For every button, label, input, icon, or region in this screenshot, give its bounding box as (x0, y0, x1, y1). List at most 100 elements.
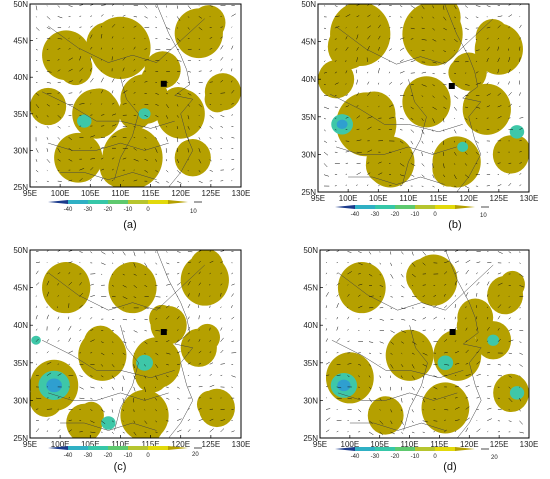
wind-vector (68, 137, 73, 141)
wind-vector (133, 69, 136, 72)
wind-vector (198, 386, 203, 388)
wind-vector (90, 147, 92, 149)
wind-vector (144, 409, 146, 411)
wind-vector (209, 250, 212, 252)
lon-axis-labels-d: 95E 100E 105E 110E 115E 120E 125E 130E (313, 435, 538, 449)
wind-vector (388, 71, 391, 74)
wind-vector (399, 184, 403, 187)
wind-vector (465, 384, 470, 388)
wind-vector (358, 251, 362, 253)
wind-vector (444, 305, 448, 309)
wind-vector (198, 282, 201, 286)
wind-vector (367, 126, 372, 130)
wind-vector (111, 124, 117, 127)
wind-vector (323, 106, 330, 110)
wind-vector (209, 115, 214, 119)
wind-vector (68, 261, 73, 264)
wind-vector (476, 385, 479, 388)
wind-vector (209, 418, 214, 421)
wind-vector (432, 72, 435, 75)
wind-vector (90, 283, 94, 286)
negative-anomaly-core (337, 379, 351, 392)
colorbar-segment (108, 200, 128, 204)
wind-vector (476, 361, 481, 365)
wind-vector (198, 170, 201, 173)
wind-vector (101, 341, 104, 343)
wind-vector (133, 25, 137, 28)
wind-vector (231, 89, 235, 94)
wind-vector (231, 340, 235, 342)
wind-vector (325, 408, 331, 410)
wind-vector (432, 174, 435, 179)
lon-tick-label: 100E (51, 189, 70, 198)
wind-vector (155, 397, 157, 401)
wind-vector (388, 81, 393, 85)
colorbar-tick-label: 0 (146, 453, 150, 459)
wind-vector (122, 352, 126, 356)
wind-vector (323, 163, 328, 168)
wind-vector (497, 272, 502, 275)
wind-vector (68, 350, 74, 354)
wind-vector (35, 159, 38, 162)
wind-vector (336, 316, 339, 320)
wind-vector (220, 250, 225, 252)
wind-vector (345, 46, 349, 51)
map-frame-d (319, 249, 530, 439)
wind-vector (453, 163, 456, 165)
wind-vector (410, 174, 415, 177)
wind-vector (209, 272, 211, 275)
wind-vector (155, 330, 161, 332)
wind-vector (57, 352, 59, 354)
wind-vector (356, 15, 360, 18)
colorbar-segment (415, 205, 435, 209)
boundary-line (48, 142, 169, 151)
wind-vector (111, 36, 114, 39)
wind-vector (465, 106, 469, 109)
colorbar-segment (108, 446, 128, 450)
colorbar-d: -40 -30 -20 -10 0 (335, 447, 489, 460)
wind-vector (345, 83, 347, 85)
wind-vector (90, 15, 93, 17)
colorbar-tick-label: -40 (351, 454, 360, 460)
wind-vector (68, 281, 73, 286)
wind-vector (347, 375, 350, 377)
colorbar-segment (395, 205, 415, 209)
wind-vector (111, 135, 117, 138)
wind-vector (379, 262, 382, 265)
lat-tick-label: 30N (301, 150, 316, 159)
anomaly-shading-d (325, 254, 529, 435)
wind-vector (111, 90, 114, 94)
wind-vector (198, 27, 203, 31)
wind-vector (497, 386, 500, 389)
wind-vector (176, 316, 180, 320)
wind-vector (100, 14, 104, 17)
wind-vector (378, 82, 380, 85)
negative-anomaly-core (46, 378, 62, 393)
wind-vector (465, 283, 468, 286)
wind-vector (176, 375, 179, 377)
wind-vector (487, 397, 490, 399)
wind-vector (345, 173, 348, 175)
boundary-lines-c (41, 250, 205, 438)
wind-vector (378, 185, 380, 187)
wind-vector (486, 185, 490, 187)
wind-vector (367, 149, 373, 153)
wind-vector (464, 163, 467, 166)
wind-vector (100, 386, 103, 389)
wind-vector (421, 27, 425, 29)
wind-vector (345, 27, 347, 29)
wind-vector (133, 179, 138, 182)
wind-vector (68, 5, 73, 7)
wind-vector (166, 340, 170, 342)
wind-vector (220, 349, 224, 354)
lon-tick-label: 120E (171, 440, 190, 449)
wind-vector (475, 106, 481, 109)
wind-vector (68, 325, 72, 331)
wind-vector (90, 295, 95, 297)
wind-vector (100, 409, 105, 413)
wind-vector (410, 38, 414, 40)
wind-vector (356, 184, 358, 187)
wind-vector (144, 285, 148, 287)
wind-vector (401, 318, 406, 321)
boundary-line (47, 264, 205, 311)
